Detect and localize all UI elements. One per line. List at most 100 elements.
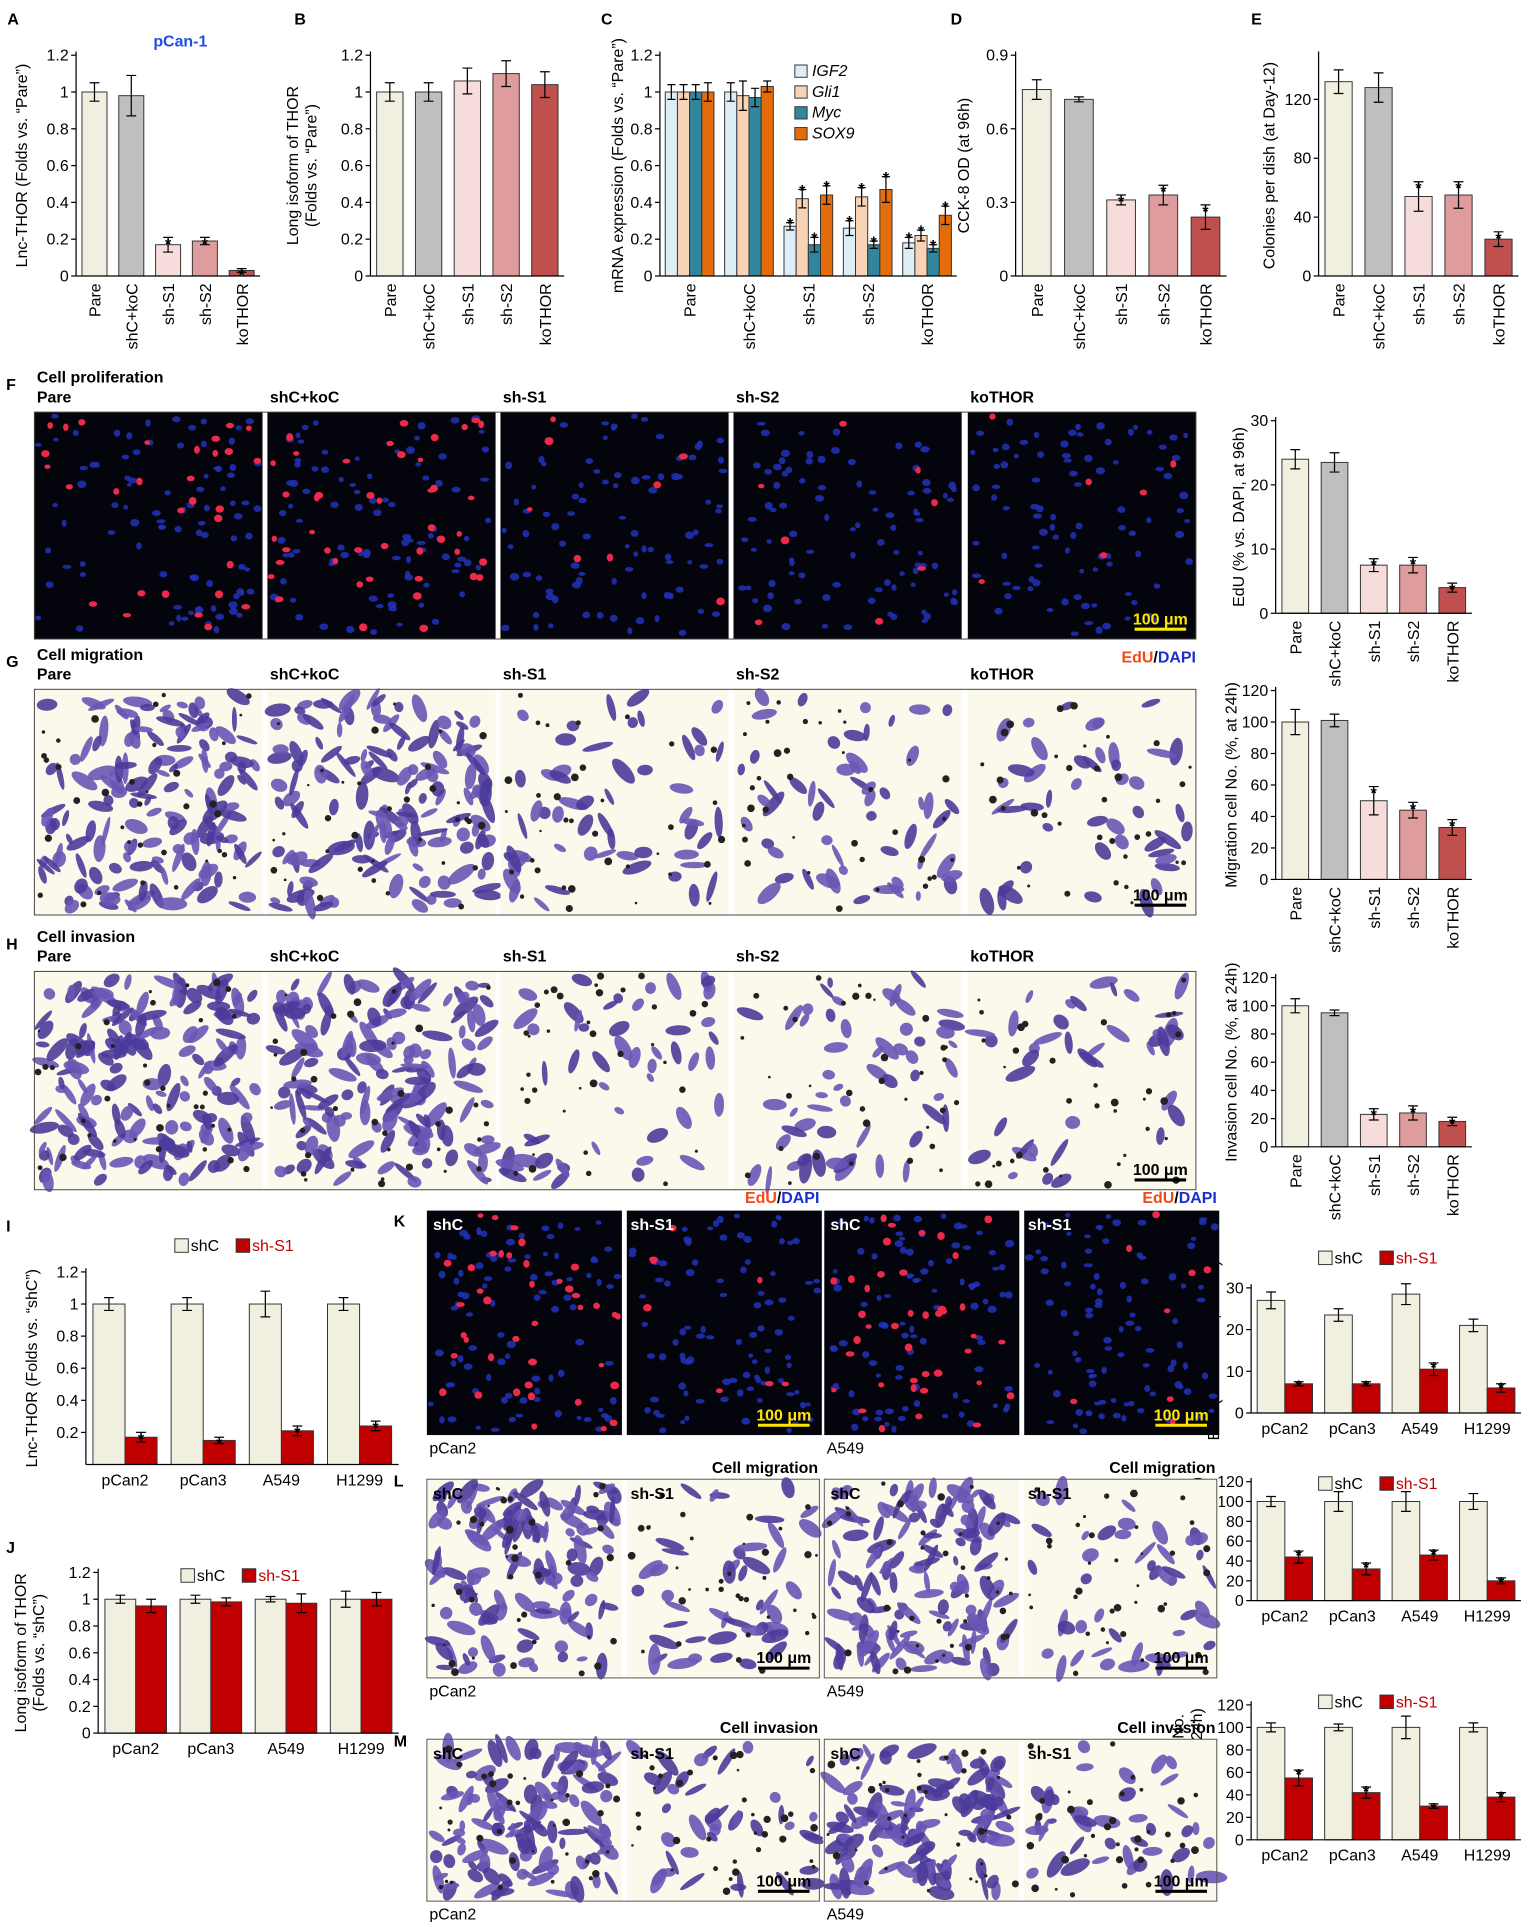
- pore: [570, 773, 579, 782]
- pore: [907, 758, 912, 762]
- cell: [477, 1036, 493, 1051]
- pore: [550, 986, 558, 994]
- nucleus: [203, 504, 210, 512]
- pore: [1134, 1835, 1142, 1843]
- edu-nucleus: [416, 547, 424, 555]
- cell: [380, 1130, 396, 1153]
- cell: [276, 989, 287, 1004]
- significance-mark: *: [1410, 1105, 1417, 1122]
- y-tick-label: 0.2: [56, 1425, 78, 1442]
- significance-mark: *: [373, 1420, 380, 1437]
- cell: [637, 710, 645, 727]
- nucleus: [1001, 552, 1008, 560]
- cell: [961, 1499, 975, 1514]
- nucleus: [226, 472, 235, 478]
- legend-label: sh-S1: [1396, 1476, 1438, 1493]
- cell: [129, 860, 154, 872]
- cell: [245, 851, 262, 868]
- nucleus: [458, 1229, 469, 1237]
- cell: [366, 745, 393, 758]
- error-bar: [1496, 1383, 1506, 1393]
- cell: [265, 1045, 286, 1055]
- cell: [73, 1144, 92, 1161]
- nucleus: [1183, 1388, 1192, 1395]
- cell: [899, 1630, 918, 1638]
- nucleus: [414, 435, 420, 441]
- nucleus: [627, 627, 633, 635]
- cell: [273, 1100, 293, 1110]
- edu-nucleus: [878, 1424, 886, 1433]
- nucleus: [1046, 607, 1054, 613]
- cell: [490, 1888, 515, 1897]
- cell: [114, 755, 124, 784]
- nucleus: [881, 1322, 889, 1330]
- cell: [606, 693, 617, 721]
- nucleus: [740, 1266, 747, 1274]
- edu-nucleus: [593, 1302, 600, 1310]
- cell: [64, 899, 80, 914]
- error-bar: [1290, 448, 1301, 470]
- nucleus: [287, 552, 295, 558]
- edu-nucleus: [161, 590, 170, 598]
- nucleus: [1052, 534, 1059, 540]
- micrograph: [626, 1477, 822, 1678]
- image-label: sh-S2: [736, 949, 780, 966]
- edu-nucleus: [463, 1336, 469, 1343]
- nucleus: [794, 598, 802, 605]
- nucleus: [969, 1284, 975, 1291]
- cell: [862, 1744, 873, 1762]
- nucleus: [644, 1407, 651, 1414]
- nucleus: [295, 613, 304, 621]
- x-tick-label: sh-S2: [1406, 1154, 1423, 1196]
- nucleus: [61, 519, 67, 527]
- edu-nucleus: [417, 457, 424, 463]
- pore: [649, 1765, 655, 1771]
- y-tick-label: 0.4: [47, 195, 69, 212]
- pore: [429, 785, 437, 793]
- nucleus: [885, 512, 895, 519]
- nucleus: [601, 479, 609, 485]
- panel-label: J: [6, 1540, 15, 1557]
- cell: [661, 1832, 676, 1848]
- nucleus: [752, 598, 759, 604]
- cell: [1051, 1173, 1072, 1188]
- cell: [1070, 1649, 1085, 1667]
- pore: [638, 972, 645, 980]
- nucleus: [1185, 558, 1193, 565]
- edu-nucleus: [523, 1259, 530, 1268]
- nucleus: [736, 1389, 744, 1397]
- nucleus: [450, 1305, 459, 1311]
- edu-nucleus: [830, 1277, 838, 1285]
- micrograph: [626, 1210, 822, 1436]
- nucleus: [1035, 1249, 1042, 1255]
- group-frame: [823, 1738, 1218, 1902]
- pore: [1034, 1487, 1039, 1492]
- legend-swatch: [174, 1238, 189, 1253]
- cell: [523, 1820, 536, 1851]
- cell: [1106, 818, 1125, 835]
- nucleus: [1085, 1369, 1095, 1374]
- nucleus: [640, 416, 649, 422]
- pore: [282, 832, 286, 836]
- nucleus: [349, 483, 357, 488]
- nucleus: [159, 571, 168, 578]
- edu-nucleus: [214, 514, 223, 523]
- cell: [740, 816, 753, 832]
- cell: [555, 733, 577, 746]
- cell: [184, 788, 194, 798]
- cell: [632, 998, 645, 1012]
- cell: [157, 1063, 172, 1088]
- cell: [964, 1029, 996, 1038]
- cell: [840, 1885, 852, 1896]
- edu-nucleus: [512, 1335, 520, 1342]
- pore: [1090, 1833, 1096, 1839]
- cell: [888, 714, 896, 727]
- error-bar: [1493, 231, 1504, 248]
- nucleus: [786, 1362, 792, 1369]
- pore: [742, 732, 747, 737]
- nucleus: [294, 458, 302, 463]
- legend-swatch: [180, 1568, 195, 1583]
- pore: [1000, 805, 1006, 811]
- pore: [418, 837, 423, 842]
- cell: [1033, 1032, 1062, 1045]
